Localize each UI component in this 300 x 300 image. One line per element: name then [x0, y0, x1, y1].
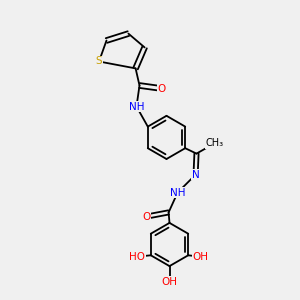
Text: S: S	[96, 56, 102, 67]
Text: OH: OH	[192, 252, 208, 262]
Text: OH: OH	[161, 277, 178, 287]
Text: O: O	[157, 83, 166, 94]
Text: N: N	[192, 169, 200, 180]
Text: CH₃: CH₃	[206, 138, 224, 148]
Text: NH: NH	[129, 101, 144, 112]
Text: NH: NH	[170, 188, 185, 198]
Text: O: O	[142, 212, 151, 222]
Text: HO: HO	[129, 252, 145, 262]
